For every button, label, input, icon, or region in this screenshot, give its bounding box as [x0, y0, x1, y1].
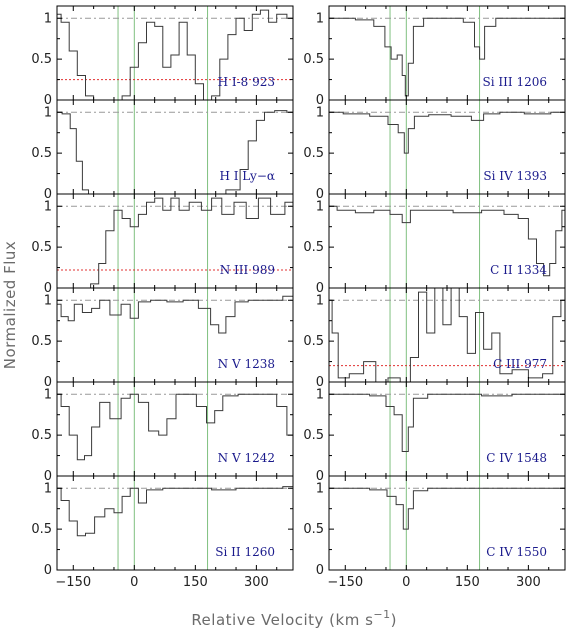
- flux-series-line: [329, 17, 565, 97]
- panel-plot-area: [57, 6, 293, 100]
- flux-series-line: [57, 110, 293, 194]
- x-axis-title: Relative Velocity (km s−1): [191, 608, 397, 629]
- y-tick-label: 0.5: [303, 146, 324, 161]
- y-tick-label: 0: [44, 187, 52, 202]
- flux-series-line: [57, 197, 293, 288]
- y-tick-label: 1: [44, 387, 52, 402]
- y-tick-label: 1: [44, 293, 52, 308]
- panel: 0 0.5 1 N V 1242: [31, 381, 294, 484]
- x-tick-label: 0: [130, 575, 138, 590]
- x-tick-label: 150: [455, 575, 480, 590]
- panel-plot-area: [329, 194, 565, 288]
- panel-plot-area: [57, 194, 293, 288]
- panel-label: C III 977: [493, 357, 547, 371]
- flux-series-line: [329, 111, 565, 154]
- y-tick-label: 0.5: [31, 522, 52, 537]
- y-tick-label: 0.5: [303, 334, 324, 349]
- y-tick-label: 0.5: [303, 240, 324, 255]
- panel-plot-area: [329, 6, 565, 100]
- x-axis-title-unit: −1: [373, 608, 390, 621]
- y-tick-label: 1: [44, 199, 52, 214]
- y-tick-label: 0.5: [31, 52, 52, 67]
- y-tick-label: 1: [44, 481, 52, 496]
- y-axis-title: Normalized Flux: [1, 241, 19, 370]
- y-tick-label: 1: [316, 387, 324, 402]
- y-tick-label: 0: [44, 375, 52, 390]
- panel-label: Si III 1206: [483, 75, 547, 89]
- panel-label: Si II 1260: [215, 545, 275, 559]
- flux-series-line: [57, 486, 293, 537]
- y-tick-label: 0: [316, 281, 324, 296]
- flux-series-line: [57, 393, 293, 461]
- panel-label: C II 1334: [490, 263, 547, 277]
- flux-series-line: [329, 393, 565, 452]
- panel: 0 0.5 1 H I Ly−α: [31, 99, 294, 202]
- x-axis-title-main: Relative Velocity (km s: [191, 611, 373, 629]
- y-tick-label: 0.5: [31, 334, 52, 349]
- y-tick-label: 1: [316, 199, 324, 214]
- panels-layer: 0 0.5 1 H I-8 923 0 0.5 1 H I Ly−α 0 0.5 1 N III 98…: [31, 5, 566, 590]
- panel: 0 0.5 1 Si IV 1393: [303, 99, 566, 202]
- panel: 0 0.5 1 C III 977: [303, 287, 566, 390]
- panel-plot-area: [329, 100, 565, 194]
- x-tick-label: −150: [55, 575, 91, 590]
- panel-label: C IV 1548: [486, 451, 547, 465]
- y-tick-label: 0: [316, 93, 324, 108]
- x-tick-label: 300: [516, 575, 541, 590]
- y-tick-label: 0.5: [31, 240, 52, 255]
- y-tick-label: 0: [316, 563, 324, 578]
- panel: 0 0.5 1 Si III 1206: [303, 5, 566, 108]
- panel-label: N V 1238: [218, 357, 275, 371]
- panel-plot-area: [57, 288, 293, 382]
- x-tick-label: 300: [244, 575, 269, 590]
- y-tick-label: 0.5: [31, 428, 52, 443]
- flux-series-line: [329, 205, 565, 277]
- y-tick-label: 1: [316, 293, 324, 308]
- panel: 0 0.5 1 C IV 1548: [303, 381, 566, 484]
- panel-label: H I Ly−α: [219, 169, 275, 183]
- x-tick-label: 150: [183, 575, 208, 590]
- panel-label: H I-8 923: [218, 75, 275, 89]
- flux-series-line: [57, 9, 293, 100]
- panel-plot-area: [329, 476, 565, 570]
- y-tick-label: 0.5: [303, 428, 324, 443]
- y-tick-label: 0: [44, 469, 52, 484]
- y-tick-label: 0: [44, 281, 52, 296]
- y-tick-label: 1: [316, 11, 324, 26]
- y-tick-label: 1: [44, 105, 52, 120]
- panel-label: N III 989: [220, 263, 275, 277]
- flux-series-line: [329, 487, 565, 530]
- panel-plot-area: [57, 382, 293, 476]
- y-tick-label: 0.5: [303, 52, 324, 67]
- x-tick-label: −150: [327, 575, 363, 590]
- panel-plot-area: [329, 288, 565, 382]
- panel: 0 0.5 1 C II 1334: [303, 193, 566, 296]
- y-tick-label: 0.5: [31, 146, 52, 161]
- panel-plot-area: [57, 100, 293, 194]
- panel-plot-area: [329, 382, 565, 476]
- y-tick-label: 1: [44, 11, 52, 26]
- y-tick-label: 0.5: [303, 522, 324, 537]
- panel: 0 0.5 1 H I-8 923: [31, 5, 294, 108]
- y-tick-label: 0: [44, 93, 52, 108]
- y-tick-label: 0: [316, 375, 324, 390]
- y-tick-label: 1: [316, 481, 324, 496]
- panel-label: Si IV 1393: [483, 169, 547, 183]
- flux-series-line: [329, 288, 565, 382]
- panel: 0 0.5 1 N III 989: [31, 193, 294, 296]
- y-tick-label: 0: [44, 563, 52, 578]
- panel-label: N V 1242: [218, 451, 275, 465]
- flux-series-line: [57, 295, 293, 334]
- panel: 0 0.5 1 N V 1238: [31, 287, 294, 390]
- y-tick-label: 1: [316, 105, 324, 120]
- x-axis-title-close: ): [391, 611, 397, 629]
- y-tick-label: 0: [316, 469, 324, 484]
- x-tick-label: 0: [402, 575, 410, 590]
- panel-label: C IV 1550: [486, 545, 547, 559]
- panel-plot-area: [57, 476, 293, 570]
- y-tick-label: 0: [316, 187, 324, 202]
